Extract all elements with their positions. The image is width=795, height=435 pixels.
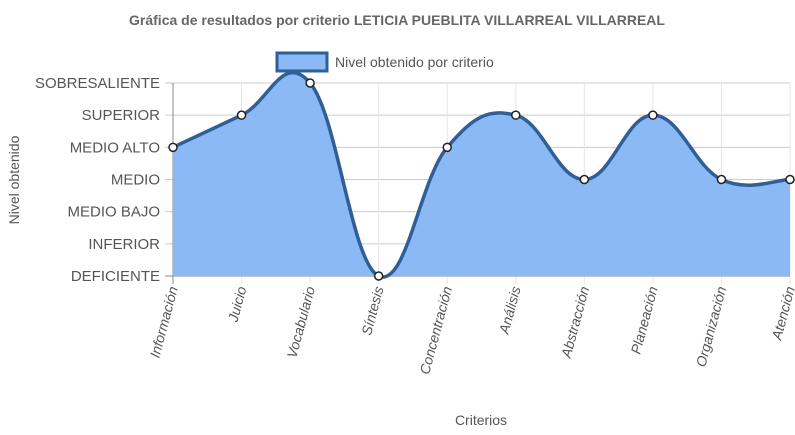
x-tick: Concentración bbox=[416, 284, 455, 376]
series-line bbox=[172, 70, 791, 279]
x-tick: Vocabulario bbox=[284, 284, 319, 359]
x-tick-label: Abstracción bbox=[558, 284, 593, 360]
x-tick-label: Vocabulario bbox=[284, 284, 319, 359]
x-tick-label: Concentración bbox=[416, 284, 455, 376]
x-tick: Abstracción bbox=[558, 284, 593, 360]
x-tick: Atención bbox=[768, 284, 795, 342]
series-area-fill bbox=[173, 72, 790, 278]
x-tick-label: Planeación bbox=[627, 284, 660, 355]
y-tick-label: DEFICIENTE bbox=[71, 268, 160, 285]
legend-label: Nivel obtenido por criterio bbox=[335, 54, 494, 70]
x-axis-label: Criterios bbox=[455, 412, 507, 428]
x-tick: Juicio bbox=[224, 284, 249, 324]
data-point bbox=[785, 174, 795, 185]
data-point bbox=[168, 142, 178, 153]
y-tick-label: INFERIOR bbox=[88, 236, 160, 253]
x-tick-label: Atención bbox=[768, 284, 795, 342]
x-tick-label: Juicio bbox=[224, 284, 249, 324]
chart-title: Gráfica de resultados por criterio LETIC… bbox=[129, 12, 665, 28]
x-tick: Síntesis bbox=[358, 285, 386, 337]
data-point bbox=[442, 142, 452, 153]
x-tick: Planeación bbox=[627, 284, 660, 355]
data-point bbox=[648, 110, 658, 120]
legend-swatch bbox=[275, 51, 329, 73]
legend[interactable]: Nivel obtenido por criterio bbox=[275, 51, 494, 73]
x-tick-label: Información bbox=[147, 284, 181, 359]
x-tick: Análisis bbox=[495, 285, 523, 337]
y-axis-ticks: DEFICIENTE INFERIOR MEDIO BAJO MEDIO MEDIO A… bbox=[35, 75, 160, 285]
y-tick-label: SOBRESALIENTE bbox=[35, 75, 160, 92]
data-point bbox=[716, 174, 727, 185]
x-axis-ticks: Información Juicio Vocabulario Síntesis Conc… bbox=[147, 284, 795, 376]
data-points bbox=[168, 78, 795, 281]
data-point bbox=[305, 78, 315, 88]
y-tick-label: SUPERIOR bbox=[82, 107, 161, 124]
data-point bbox=[236, 110, 247, 120]
data-point bbox=[579, 174, 590, 185]
x-tick-label: Organización bbox=[693, 284, 730, 368]
y-tick-label: MEDIO BAJO bbox=[67, 204, 160, 221]
data-point bbox=[373, 271, 384, 281]
x-tick: Organización bbox=[693, 284, 730, 368]
x-tick: Información bbox=[147, 284, 181, 359]
y-axis-label: Nivel obtenido bbox=[6, 135, 22, 224]
data-point bbox=[511, 110, 521, 120]
plot-area bbox=[172, 70, 791, 279]
y-tick-label: MEDIO bbox=[111, 172, 160, 189]
y-tick-label: MEDIO ALTO bbox=[70, 139, 160, 156]
x-tick-label: Análisis bbox=[495, 285, 523, 337]
x-tick-label: Síntesis bbox=[358, 285, 386, 337]
